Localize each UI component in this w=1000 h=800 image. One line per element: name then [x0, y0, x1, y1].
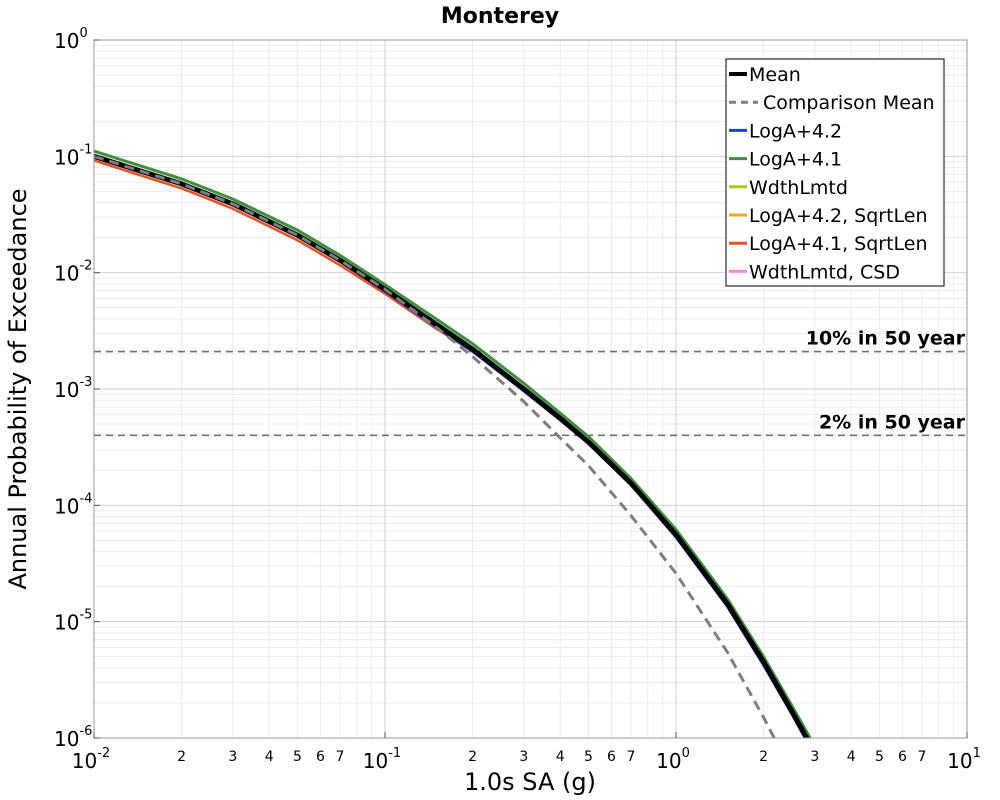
- x-minor-tick-label: 5: [293, 749, 302, 765]
- x-minor-tick-label: 6: [607, 749, 616, 765]
- reference-line-label: 2% in 50 year: [819, 411, 966, 433]
- x-minor-tick-label: 7: [335, 749, 344, 765]
- x-minor-tick-label: 7: [626, 749, 635, 765]
- x-tick-label: 100: [656, 746, 690, 773]
- legend-entry-label: LogA+4.1: [749, 149, 842, 171]
- x-minor-tick-label: 5: [584, 749, 593, 765]
- chart-title: Monterey: [441, 4, 559, 29]
- y-axis-label: Annual Probability of Exceedance: [4, 188, 32, 589]
- x-minor-tick-label: 4: [847, 749, 856, 765]
- series-line: [94, 154, 776, 738]
- x-minor-tick-label: 6: [898, 749, 907, 765]
- x-tick-label: 101: [947, 746, 981, 773]
- legend-entry-label: LogA+4.1, SqrtLen: [749, 233, 928, 255]
- legend: Mean Comparison Mean LogA+4.2 LogA+4.1 WdthL…: [725, 58, 945, 287]
- series-layer: [94, 149, 812, 738]
- x-minor-tick-label: 3: [810, 749, 819, 765]
- x-tick-label: 10-2: [72, 746, 110, 773]
- x-minor-tick-label: 2: [177, 749, 186, 765]
- y-tick-label: 10-1: [54, 142, 92, 169]
- y-tick-label: 10-4: [54, 491, 92, 518]
- x-minor-tick-label: 7: [917, 749, 926, 765]
- y-tick-label: 100: [54, 26, 88, 53]
- legend-entry-label: LogA+4.2, SqrtLen: [749, 205, 928, 227]
- legend-entry-label: Comparison Mean: [763, 92, 935, 114]
- x-axis-label: 1.0s SA (g): [464, 768, 596, 796]
- x-minor-tick-label: 3: [228, 749, 237, 765]
- series-line: [94, 149, 812, 738]
- x-minor-tick-label: 6: [316, 749, 325, 765]
- x-minor-tick-label: 2: [759, 749, 768, 765]
- x-minor-tick-label: 3: [519, 749, 528, 765]
- y-tick-label: 10-3: [54, 375, 92, 402]
- y-tick-label: 10-5: [54, 608, 92, 635]
- x-tick-label: 10-1: [363, 746, 401, 773]
- y-axis-ticks: 100 10-1 10-2 10-3 10-4 10-5 10-6: [54, 26, 100, 751]
- x-minor-tick-label: 4: [556, 749, 565, 765]
- x-minor-tick-label: 4: [265, 749, 274, 765]
- x-minor-tick-label: 2: [468, 749, 477, 765]
- legend-entry-label: LogA+4.2: [749, 120, 842, 142]
- reference-lines: 10% in 50 year 2% in 50 year: [94, 328, 967, 437]
- y-tick-label: 10-2: [54, 259, 92, 286]
- y-tick-label: 10-6: [54, 724, 92, 751]
- legend-entry-label: WdthLmtd, CSD: [749, 261, 900, 283]
- reference-line-label: 10% in 50 year: [806, 328, 966, 350]
- legend-entry-label: Mean: [749, 64, 801, 86]
- legend-entry-label: WdthLmtd: [749, 177, 848, 199]
- legend-box: [725, 58, 945, 287]
- x-minor-tick-label: 5: [875, 749, 884, 765]
